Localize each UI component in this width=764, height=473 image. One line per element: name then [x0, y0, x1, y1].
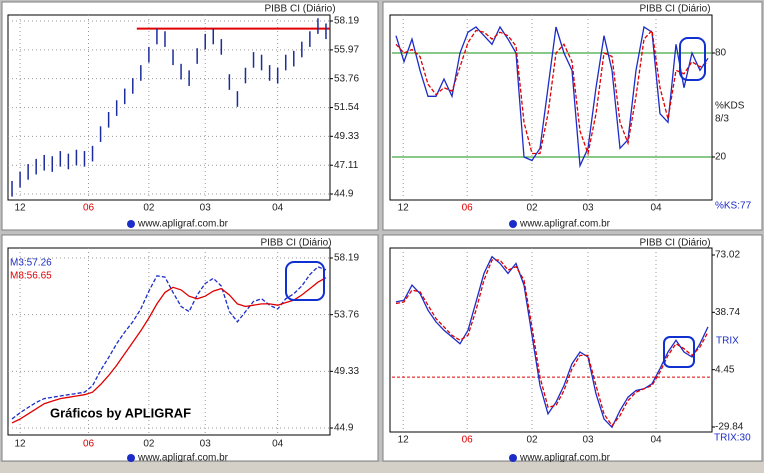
x-tick-label: 03: [582, 203, 594, 214]
x-tick-label: 02: [143, 203, 155, 214]
x-tick-label: 02: [526, 203, 538, 214]
x-tick-label: 02: [143, 439, 155, 450]
marks: PIBB CI (Diário) www.apligraf.com.br 58.19…: [8, 4, 744, 464]
x-tick-label: 04: [272, 203, 284, 214]
watermark: Gráficos by APLIGRAF: [50, 405, 191, 420]
plot-frame: [389, 14, 713, 201]
x-tick-label: 04: [272, 439, 284, 450]
x-tick-label: 12: [398, 203, 410, 214]
series-line: [395, 255, 709, 429]
logo: [127, 220, 135, 228]
series-line: [395, 29, 709, 156]
indicator-value: TRIX:30: [714, 433, 751, 444]
footer: www.apligraf.com.br: [519, 219, 611, 230]
logo: [509, 220, 517, 228]
y-tick-label: -29.84: [715, 422, 744, 433]
x-tick-label: 04: [650, 435, 662, 446]
indicator-value: %KS:77: [715, 201, 752, 212]
legend-entry: M3:57.26: [10, 258, 52, 269]
panel: [1, 234, 379, 462]
x-tick-label: 06: [462, 203, 474, 214]
indicator-label: TRIX: [716, 336, 739, 347]
x-tick-label: 12: [15, 439, 27, 450]
panel-title: PIBB CI (Diário): [639, 238, 710, 249]
x-tick-label: 12: [398, 435, 410, 446]
taskbar: [0, 462, 764, 473]
highlight: [285, 261, 325, 301]
y-tick-label: 49.33: [334, 131, 359, 142]
y-tick-label: 53.76: [334, 73, 359, 84]
panel: [1, 1, 379, 231]
y-tick-label: 58.19: [334, 16, 359, 27]
y-tick-label: 55.97: [334, 45, 359, 56]
indicator-label: 8/3: [715, 114, 729, 125]
y-tick-label: 38.74: [715, 307, 740, 318]
series-line: [11, 277, 327, 424]
logo: [509, 454, 517, 462]
panel: [382, 234, 763, 462]
series-line: [11, 266, 327, 420]
y-tick-label: 49.33: [334, 366, 359, 377]
y-tick-label: 20: [715, 152, 727, 163]
y-tick-label: 51.54: [334, 102, 359, 113]
highlight: [663, 336, 695, 368]
y-tick-label: 58.19: [334, 253, 359, 264]
y-tick-label: 73.02: [715, 250, 740, 261]
panel-title: PIBB CI (Diário): [639, 4, 710, 15]
series-line: [395, 259, 709, 427]
logo: [127, 454, 135, 462]
x-tick-label: 12: [15, 203, 27, 214]
plot-frame: [389, 247, 713, 433]
panel: [382, 1, 763, 231]
y-tick-label: 47.11: [334, 160, 359, 171]
legend-entry: M8:56.65: [10, 271, 52, 282]
y-tick-label: 80: [715, 48, 727, 59]
x-tick-label: 04: [650, 203, 662, 214]
x-tick-label: 06: [83, 439, 95, 450]
x-tick-label: 03: [200, 439, 212, 450]
y-tick-label: 44.9: [334, 423, 354, 434]
plot-frame: [7, 247, 331, 436]
y-tick-label: 4.45: [715, 364, 735, 375]
footer: www.apligraf.com.br: [519, 453, 611, 464]
x-tick-label: 06: [83, 203, 95, 214]
indicator-label: %KDS: [715, 101, 745, 112]
x-tick-label: 02: [526, 435, 538, 446]
footer: www.apligraf.com.br: [137, 219, 229, 230]
footer: www.apligraf.com.br: [137, 453, 229, 464]
y-tick-label: 53.76: [334, 309, 359, 320]
x-tick-label: 06: [462, 435, 474, 446]
x-tick-label: 03: [582, 435, 594, 446]
y-tick-label: 44.9: [334, 189, 354, 200]
x-tick-label: 03: [200, 203, 212, 214]
highlight: [679, 37, 706, 81]
series-line: [395, 25, 709, 169]
panel-title: PIBB CI (Diário): [260, 238, 331, 249]
panel-title: PIBB CI (Diário): [264, 4, 335, 15]
